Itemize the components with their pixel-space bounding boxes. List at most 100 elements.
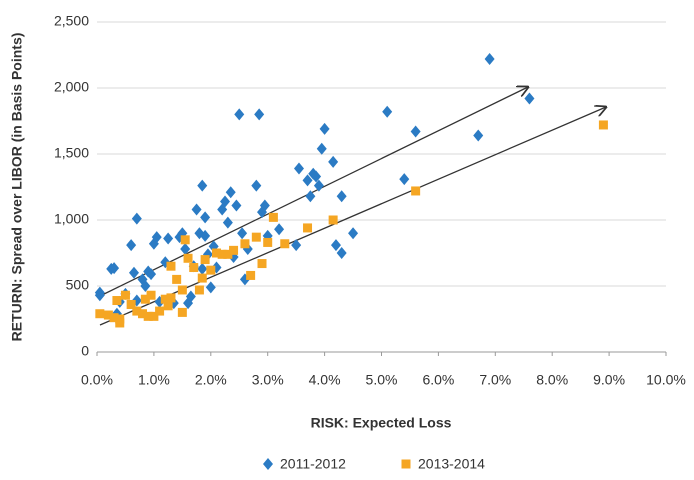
point <box>197 262 208 275</box>
point <box>231 199 242 212</box>
point <box>303 223 313 233</box>
point <box>126 299 136 309</box>
point <box>194 285 204 295</box>
trend-arrow <box>99 87 528 297</box>
point <box>140 294 150 304</box>
x-tick-label: 7.0% <box>479 372 511 388</box>
legend-label: 2011-2012 <box>280 456 346 472</box>
y-tick-label: 2,500 <box>54 13 89 29</box>
point <box>206 265 216 275</box>
point <box>185 290 196 303</box>
point <box>223 249 233 259</box>
point <box>132 306 142 316</box>
point <box>237 227 248 240</box>
point <box>177 285 187 295</box>
point <box>399 173 410 186</box>
x-tick-label: 5.0% <box>366 372 398 388</box>
point <box>197 179 208 192</box>
point <box>95 309 105 319</box>
point <box>177 307 187 317</box>
x-axis-title: RISK: Expected Loss <box>311 415 452 431</box>
point <box>268 212 278 222</box>
point <box>234 108 245 121</box>
point <box>302 174 313 187</box>
point <box>411 186 421 196</box>
point <box>598 120 608 130</box>
point <box>200 211 211 224</box>
point <box>151 231 162 244</box>
point <box>112 296 122 306</box>
x-tick-label: 10.0% <box>646 372 686 388</box>
x-tick-label: 1.0% <box>138 372 170 388</box>
point <box>217 249 227 259</box>
point <box>143 311 153 321</box>
point <box>311 170 322 183</box>
point <box>149 311 159 321</box>
point <box>109 262 120 275</box>
point <box>163 232 174 245</box>
x-tick-label: 8.0% <box>536 372 568 388</box>
point <box>336 247 347 259</box>
point <box>280 239 290 249</box>
point <box>172 274 182 284</box>
point <box>263 237 273 247</box>
point <box>222 216 233 229</box>
legend-marker <box>263 458 273 470</box>
y-tick-label: 2,000 <box>54 79 89 95</box>
point <box>183 253 193 263</box>
point <box>240 239 250 249</box>
point <box>348 227 359 240</box>
x-tick-label: 6.0% <box>422 372 454 388</box>
point <box>189 263 199 273</box>
point <box>109 313 119 323</box>
y-tick-label: 1,500 <box>54 145 89 161</box>
point <box>251 179 262 192</box>
point <box>166 261 176 271</box>
point <box>120 290 130 300</box>
point <box>330 239 341 252</box>
y-tick-label: 0 <box>81 343 89 359</box>
point <box>328 215 338 225</box>
point <box>336 190 347 203</box>
point <box>257 259 267 269</box>
point <box>140 280 151 292</box>
point <box>524 92 535 105</box>
point <box>128 266 139 279</box>
x-tick-label: 2.0% <box>195 372 227 388</box>
point <box>313 179 324 192</box>
point <box>293 162 304 175</box>
point <box>146 290 156 300</box>
point <box>229 245 239 255</box>
point <box>473 129 484 142</box>
legend-marker <box>401 459 411 469</box>
point <box>259 199 270 212</box>
point <box>291 239 302 252</box>
point <box>94 289 105 302</box>
point <box>254 108 265 121</box>
point <box>211 248 221 258</box>
point <box>126 239 137 252</box>
point <box>163 301 173 311</box>
y-tick-label: 1,000 <box>54 211 89 227</box>
point <box>484 52 495 65</box>
point <box>146 268 157 281</box>
point <box>225 186 236 199</box>
point <box>166 293 176 303</box>
x-tick-label: 4.0% <box>309 372 341 388</box>
point <box>131 212 142 225</box>
point <box>205 281 216 294</box>
point <box>316 142 327 155</box>
point <box>220 195 231 208</box>
y-axis-title: RETURN: Spread over LIBOR (in Basis Poin… <box>9 33 25 342</box>
x-tick-label: 0.0% <box>81 372 113 388</box>
y-tick-label: 500 <box>66 277 90 293</box>
point <box>305 190 316 203</box>
point <box>200 229 211 242</box>
point <box>160 294 170 304</box>
point <box>200 255 210 265</box>
point <box>197 273 207 283</box>
point <box>382 105 393 118</box>
point <box>103 310 113 320</box>
point <box>274 223 285 236</box>
